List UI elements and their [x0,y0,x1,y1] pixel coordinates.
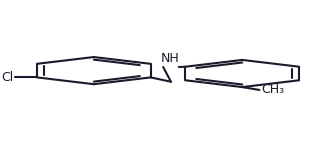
Text: Cl: Cl [1,71,13,84]
Text: NH: NH [161,52,180,65]
Text: CH₃: CH₃ [261,83,284,96]
